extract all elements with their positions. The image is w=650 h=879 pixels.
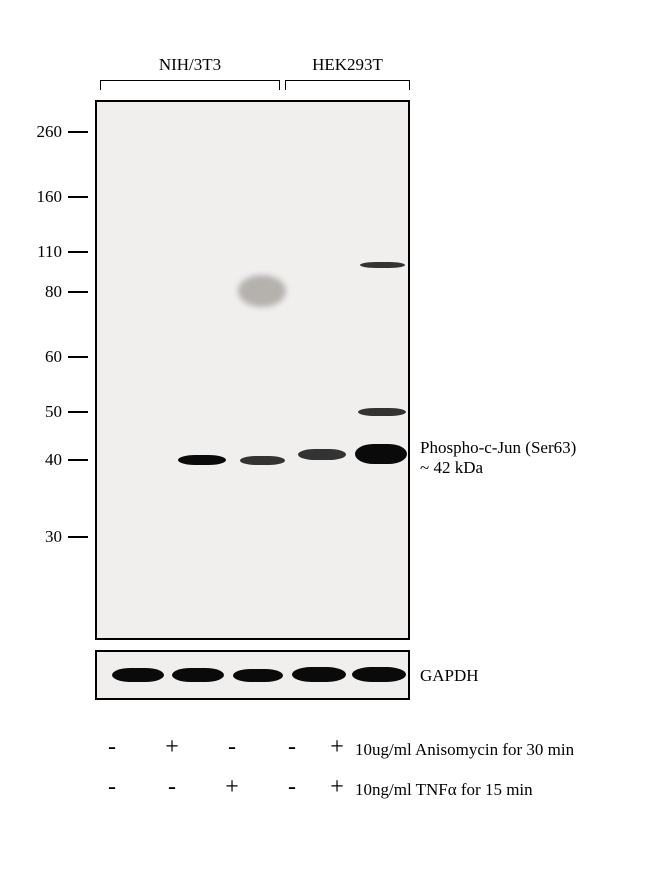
blot-band [238,275,286,307]
treat-symbol: + [220,774,244,801]
mw-marker: 160 [28,187,88,207]
mw-tick [68,459,88,461]
gapdh-band [233,669,283,682]
mw-tick [68,251,88,253]
treat-symbol: - [100,734,124,761]
treat-symbol: - [160,774,184,801]
mw-marker: 40 [28,450,88,470]
mw-value: 30 [45,527,62,547]
sample-bracket-0 [100,80,280,90]
blot-band [358,408,406,416]
treat-symbol: + [325,774,349,801]
gapdh-band [352,667,406,682]
blot-band [178,455,226,465]
treat-symbol: + [325,734,349,761]
mw-value: 260 [37,122,63,142]
mw-tick [68,131,88,133]
treat-symbol: - [100,774,124,801]
mw-value: 40 [45,450,62,470]
treat-symbol: - [280,774,304,801]
mw-tick [68,536,88,538]
mw-tick [68,356,88,358]
treat-symbol: + [160,734,184,761]
mw-marker: 110 [28,242,88,262]
mw-value: 160 [37,187,63,207]
main-blot-panel [95,100,410,640]
treat-symbol: - [280,734,304,761]
mw-marker: 60 [28,347,88,367]
sample-bracket-1 [285,80,410,90]
blot-band [298,449,346,460]
mw-marker: 80 [28,282,88,302]
gapdh-band [292,667,346,682]
blot-band [240,456,285,465]
blot-band [355,444,407,464]
mw-tick [68,196,88,198]
mw-tick [68,411,88,413]
mw-marker: 30 [28,527,88,547]
gapdh-band [112,668,164,682]
loading-label: GAPDH [420,666,479,686]
sample-label-0: NIH/3T3 [100,55,280,75]
treatment-label-0: 10ug/ml Anisomycin for 30 min [355,740,574,760]
mw-value: 110 [37,242,62,262]
mw-marker: 260 [28,122,88,142]
sample-label-1: HEK293T [285,55,410,75]
mw-value: 80 [45,282,62,302]
target-label: Phospho-c-Jun (Ser63) [420,438,576,458]
treat-symbol: - [220,734,244,761]
mw-marker: 50 [28,402,88,422]
western-blot-figure: NIH/3T3 HEK293T 260 160 110 80 60 50 40 … [0,0,650,879]
blot-band [360,262,405,268]
mw-tick [68,291,88,293]
mw-value: 50 [45,402,62,422]
mw-value: 60 [45,347,62,367]
mw-annotation: ~ 42 kDa [420,458,483,478]
gapdh-band [172,668,224,682]
treatment-label-1: 10ng/ml TNFα for 15 min [355,780,533,800]
